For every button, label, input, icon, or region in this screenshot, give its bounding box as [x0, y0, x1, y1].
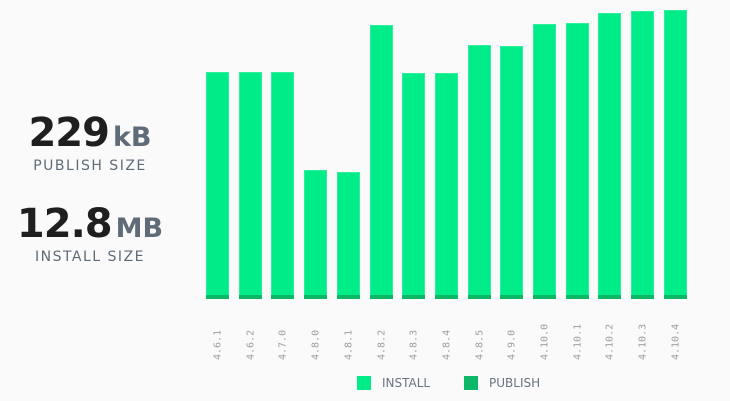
publish-segment: [664, 295, 687, 299]
publish-size-unit: kB: [112, 122, 152, 153]
publish-segment: [206, 295, 229, 299]
publish-segment: [304, 295, 327, 299]
x-tick-label: 4.10.4: [670, 323, 681, 360]
publish-segment: [239, 295, 262, 299]
legend-install: INSTALL: [357, 376, 430, 390]
bar-4.8.2[interactable]: [370, 25, 393, 299]
x-tick-label: 4.8.5: [474, 329, 485, 360]
publish-segment: [598, 295, 621, 299]
x-tick-label: 4.8.4: [441, 329, 452, 360]
install-size-value: 12.8: [16, 201, 113, 247]
publish-size-label: PUBLISH SIZE: [33, 158, 147, 174]
bar-4.8.5[interactable]: [468, 45, 491, 299]
x-tick-label: 4.8.1: [343, 329, 354, 360]
bar-4.6.1[interactable]: [206, 72, 229, 299]
x-tick-label: 4.8.0: [310, 329, 321, 360]
bar-4.8.4[interactable]: [435, 73, 458, 299]
publish-segment: [631, 295, 654, 299]
publish-size-value: 229: [28, 110, 109, 156]
x-tick-label: 4.8.3: [408, 329, 419, 360]
x-tick-label: 4.10.0: [539, 323, 550, 360]
x-tick-label: 4.6.1: [212, 329, 223, 360]
bar-4.10.2[interactable]: [598, 13, 621, 299]
x-tick-label: 4.10.3: [637, 323, 648, 360]
legend-publish-label: PUBLISH: [489, 376, 541, 390]
bar-4.8.0[interactable]: [304, 170, 327, 299]
x-tick-label: 4.8.2: [376, 329, 387, 360]
x-tick-label: 4.10.1: [572, 323, 583, 360]
publish-segment: [370, 295, 393, 299]
x-tick-label: 4.7.0: [277, 329, 288, 360]
publish-segment: [566, 295, 589, 299]
x-tick-label: 4.10.2: [604, 323, 615, 360]
publish-segment: [337, 295, 360, 299]
bar-4.9.0[interactable]: [500, 46, 523, 299]
install-size-unit: MB: [115, 213, 164, 244]
install-size-label: INSTALL SIZE: [34, 249, 146, 265]
bar-4.8.1[interactable]: [337, 172, 360, 299]
publish-swatch: [464, 376, 478, 390]
publish-size-stat: 229 kB PUBLISH SIZE: [0, 110, 180, 174]
bar-4.8.3[interactable]: [402, 73, 425, 299]
bar-4.7.0[interactable]: [271, 72, 294, 299]
publish-segment: [435, 295, 458, 299]
x-tick-label: 4.9.0: [506, 329, 517, 360]
legend-install-label: INSTALL: [382, 376, 431, 390]
install-swatch: [357, 376, 371, 390]
bar-4.6.2[interactable]: [239, 72, 262, 299]
bar-4.10.0[interactable]: [533, 24, 556, 299]
publish-segment: [271, 295, 294, 299]
bar-4.10.1[interactable]: [566, 23, 589, 299]
install-size-stat: 12.8 MB INSTALL SIZE: [0, 201, 180, 265]
publish-segment: [533, 295, 556, 299]
publish-segment: [402, 295, 425, 299]
legend-publish: PUBLISH: [464, 376, 540, 390]
x-tick-label: 4.6.2: [245, 329, 256, 360]
publish-segment: [500, 295, 523, 299]
bar-4.10.3[interactable]: [631, 11, 654, 299]
publish-segment: [468, 295, 491, 299]
bar-4.10.4[interactable]: [664, 10, 687, 299]
